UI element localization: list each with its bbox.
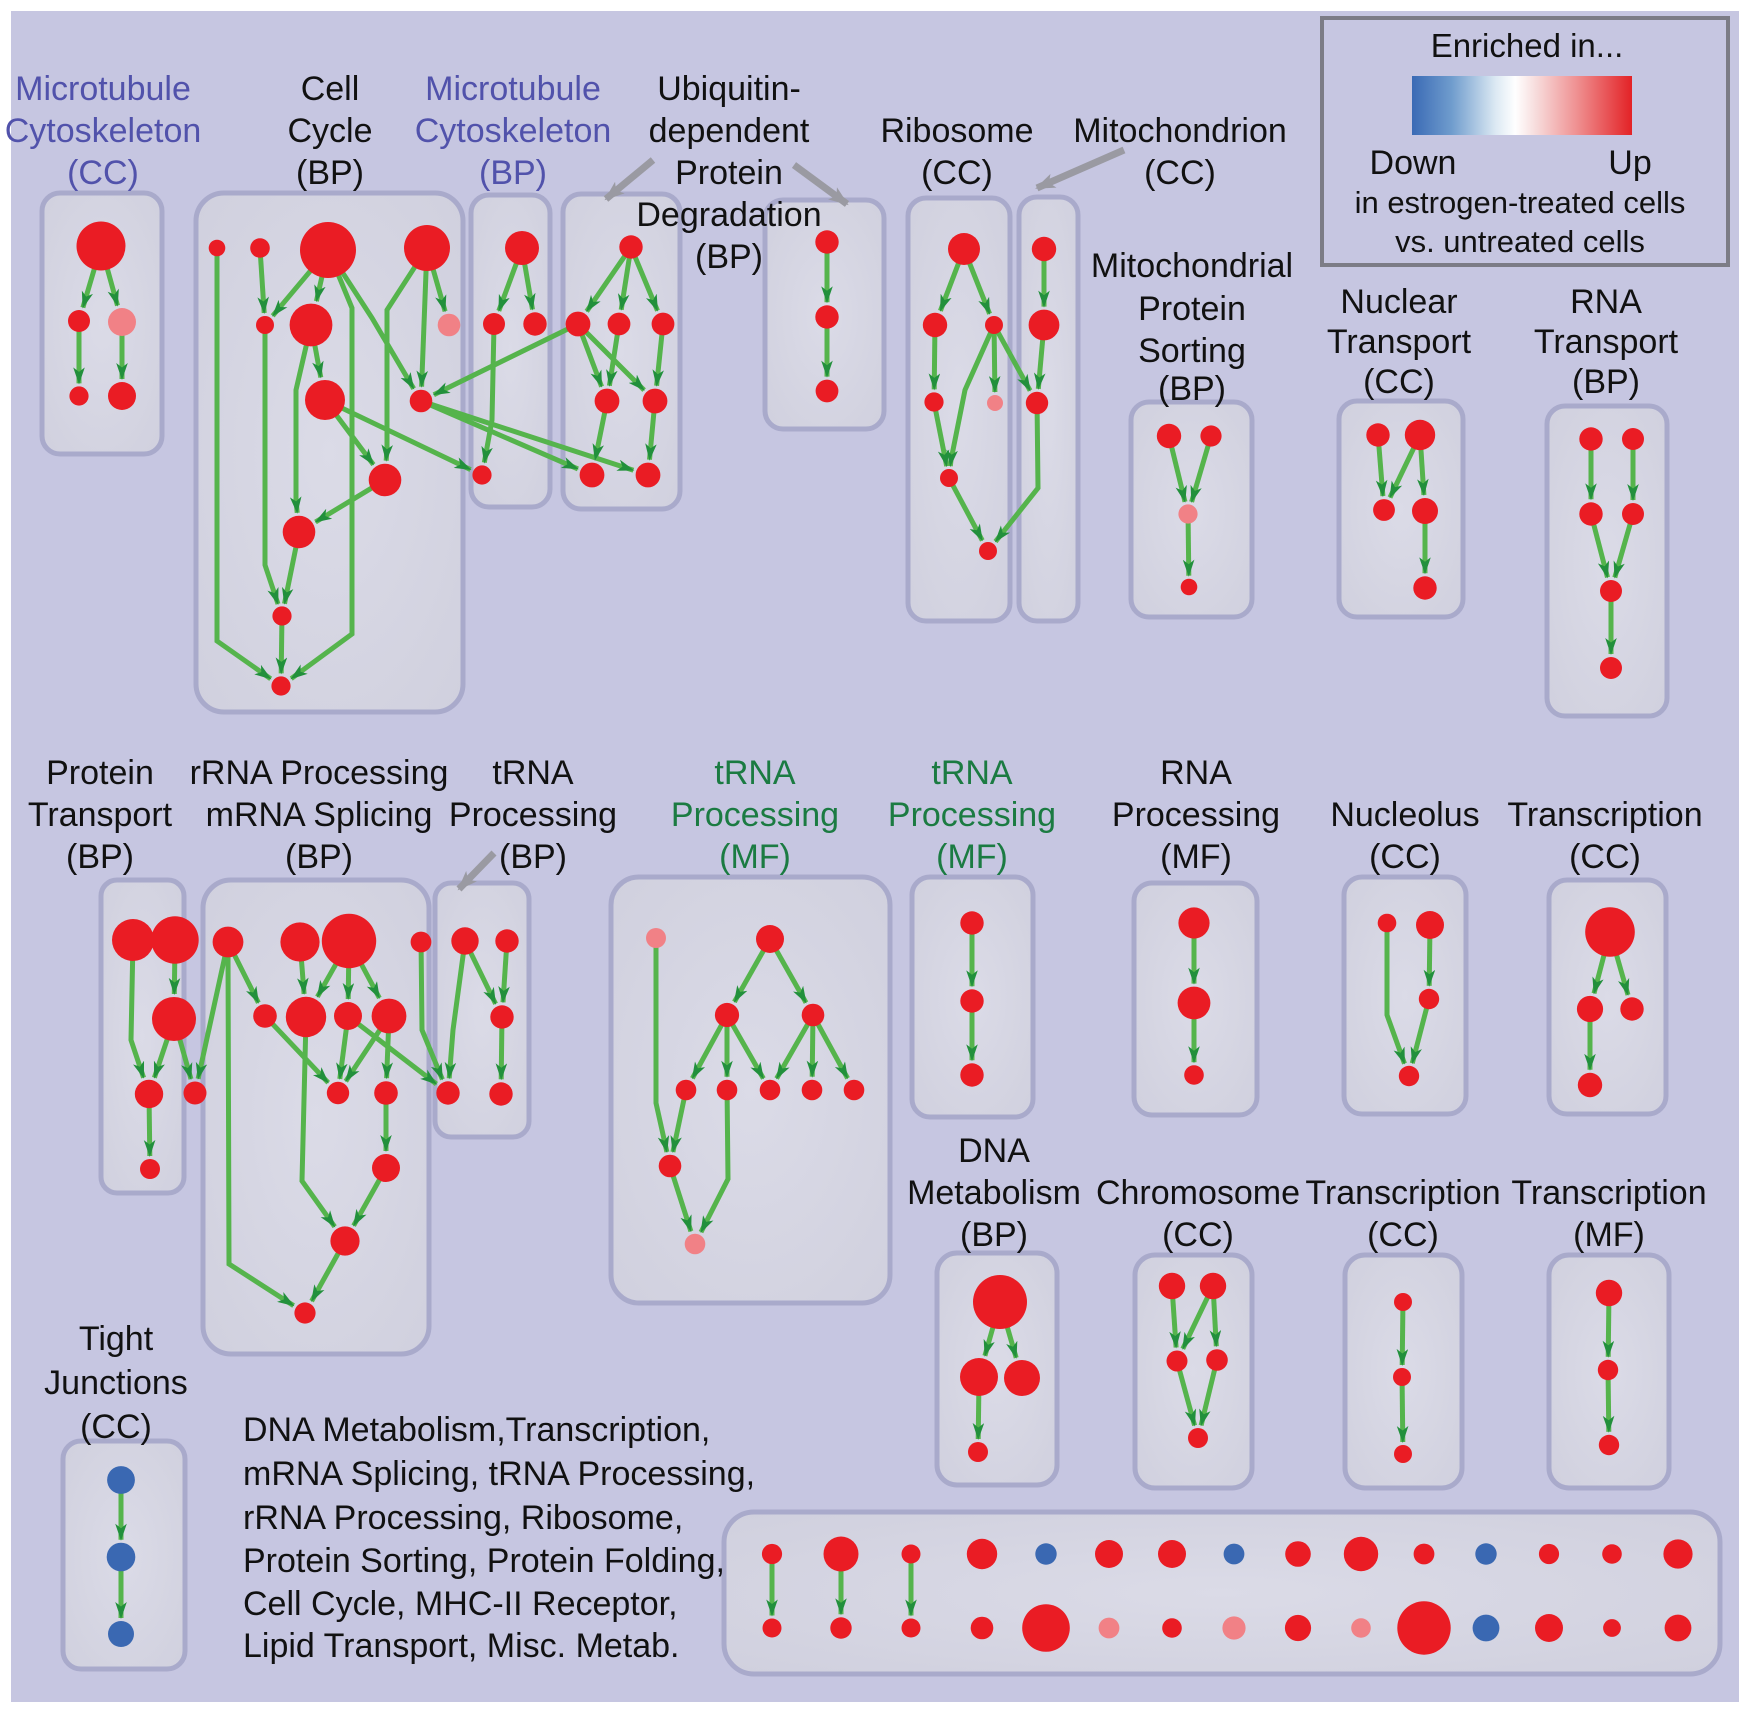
svg-text:Protein: Protein [46, 754, 154, 792]
svg-text:Microtubule: Microtubule [425, 70, 601, 108]
svg-text:DNA: DNA [958, 1132, 1030, 1170]
svg-text:Ribosome: Ribosome [880, 112, 1033, 150]
svg-text:(BP): (BP) [296, 154, 364, 192]
svg-text:Protein: Protein [675, 154, 783, 192]
svg-text:RNA: RNA [1160, 754, 1232, 792]
svg-text:Degradation: Degradation [636, 196, 821, 234]
svg-text:Mitochondrion: Mitochondrion [1073, 112, 1287, 150]
svg-text:rRNA Processing: rRNA Processing [190, 754, 449, 792]
svg-text:(CC): (CC) [1569, 838, 1641, 876]
svg-text:Transcription: Transcription [1507, 796, 1702, 834]
svg-text:(MF): (MF) [936, 838, 1008, 876]
svg-text:Transcription: Transcription [1511, 1174, 1706, 1212]
svg-text:Transcription: Transcription [1305, 1174, 1500, 1212]
svg-text:Tight: Tight [79, 1320, 154, 1358]
svg-text:(BP): (BP) [479, 154, 547, 192]
svg-text:Junctions: Junctions [44, 1364, 188, 1402]
svg-text:mRNA Splicing, tRNA Processing: mRNA Splicing, tRNA Processing, [243, 1455, 755, 1493]
svg-text:Processing: Processing [671, 796, 839, 834]
svg-text:dependent: dependent [649, 112, 810, 150]
svg-text:(CC): (CC) [1369, 838, 1441, 876]
svg-text:tRNA: tRNA [492, 754, 574, 792]
svg-text:Sorting: Sorting [1138, 332, 1246, 370]
svg-text:Chromosome: Chromosome [1096, 1174, 1300, 1212]
svg-text:(BP): (BP) [66, 838, 134, 876]
svg-text:(CC): (CC) [921, 154, 993, 192]
svg-text:(MF): (MF) [1160, 838, 1232, 876]
svg-text:(BP): (BP) [1158, 370, 1226, 408]
svg-text:tRNA: tRNA [714, 754, 796, 792]
svg-text:Transport: Transport [28, 796, 173, 834]
svg-text:Cycle: Cycle [287, 112, 372, 150]
svg-text:(BP): (BP) [499, 838, 567, 876]
svg-text:Protein: Protein [1138, 290, 1246, 328]
svg-text:Microtubule: Microtubule [15, 70, 191, 108]
svg-text:Processing: Processing [888, 796, 1056, 834]
svg-text:in estrogen-treated cells: in estrogen-treated cells [1355, 185, 1686, 220]
svg-text:Up: Up [1608, 144, 1651, 182]
svg-text:Processing: Processing [1112, 796, 1280, 834]
svg-text:(BP): (BP) [960, 1216, 1028, 1254]
svg-text:mRNA Splicing: mRNA Splicing [206, 796, 433, 834]
svg-text:Cytoskeleton: Cytoskeleton [5, 112, 202, 150]
svg-text:vs. untreated cells: vs. untreated cells [1395, 224, 1645, 259]
svg-text:(BP): (BP) [695, 238, 763, 276]
svg-text:Cell Cycle, MHC-II Receptor,: Cell Cycle, MHC-II Receptor, [243, 1585, 678, 1623]
svg-text:tRNA: tRNA [931, 754, 1013, 792]
svg-text:Enriched in...: Enriched in... [1431, 27, 1624, 64]
svg-text:Cell: Cell [301, 70, 360, 108]
svg-text:(CC): (CC) [1144, 154, 1216, 192]
svg-text:(CC): (CC) [1162, 1216, 1234, 1254]
svg-text:(CC): (CC) [67, 154, 139, 192]
svg-text:Mitochondrial: Mitochondrial [1091, 247, 1293, 285]
svg-text:Down: Down [1370, 144, 1457, 182]
svg-text:Transport: Transport [1534, 323, 1679, 361]
svg-text:Nucleolus: Nucleolus [1330, 796, 1479, 834]
svg-text:Lipid Transport, Misc. Metab.: Lipid Transport, Misc. Metab. [243, 1627, 680, 1665]
svg-text:(CC): (CC) [1367, 1216, 1439, 1254]
svg-text:(CC): (CC) [1363, 363, 1435, 401]
svg-text:(BP): (BP) [1572, 363, 1640, 401]
svg-text:Metabolism: Metabolism [907, 1174, 1081, 1212]
svg-text:(MF): (MF) [719, 838, 791, 876]
svg-text:Transport: Transport [1327, 323, 1472, 361]
svg-text:(MF): (MF) [1573, 1216, 1645, 1254]
svg-text:Ubiquitin-: Ubiquitin- [657, 70, 801, 108]
svg-text:rRNA Processing, Ribosome,: rRNA Processing, Ribosome, [243, 1499, 683, 1537]
svg-text:DNA Metabolism,Transcription,: DNA Metabolism,Transcription, [243, 1411, 710, 1449]
svg-text:Nuclear: Nuclear [1340, 283, 1457, 321]
svg-text:(BP): (BP) [285, 838, 353, 876]
svg-text:Processing: Processing [449, 796, 617, 834]
svg-text:Cytoskeleton: Cytoskeleton [415, 112, 612, 150]
svg-text:RNA: RNA [1570, 283, 1642, 321]
svg-text:Protein Sorting, Protein Foldi: Protein Sorting, Protein Folding, [243, 1542, 725, 1580]
svg-text:(CC): (CC) [80, 1408, 152, 1446]
